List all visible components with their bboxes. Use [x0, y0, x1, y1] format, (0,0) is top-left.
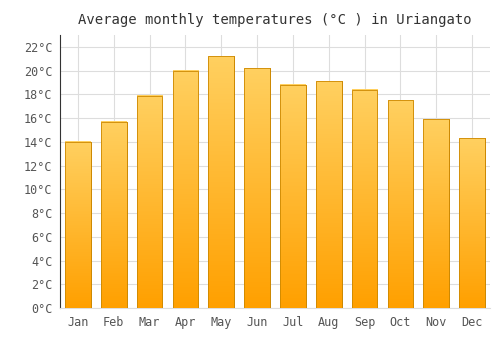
- Bar: [388, 100, 413, 308]
- Bar: [424, 119, 449, 308]
- Bar: [388, 100, 413, 308]
- Bar: [172, 71, 199, 308]
- Bar: [424, 119, 449, 308]
- Bar: [65, 142, 91, 308]
- Title: Average monthly temperatures (°C ) in Uriangato: Average monthly temperatures (°C ) in Ur…: [78, 13, 472, 27]
- Bar: [65, 142, 91, 308]
- Bar: [208, 56, 234, 308]
- Bar: [172, 71, 199, 308]
- Bar: [136, 96, 162, 308]
- Bar: [280, 85, 306, 308]
- Bar: [459, 138, 485, 308]
- Bar: [352, 90, 378, 308]
- Bar: [244, 68, 270, 308]
- Bar: [316, 81, 342, 308]
- Bar: [101, 122, 126, 308]
- Bar: [136, 96, 162, 308]
- Bar: [280, 85, 306, 308]
- Bar: [459, 138, 485, 308]
- Bar: [208, 56, 234, 308]
- Bar: [352, 90, 378, 308]
- Bar: [316, 81, 342, 308]
- Bar: [101, 122, 126, 308]
- Bar: [244, 68, 270, 308]
